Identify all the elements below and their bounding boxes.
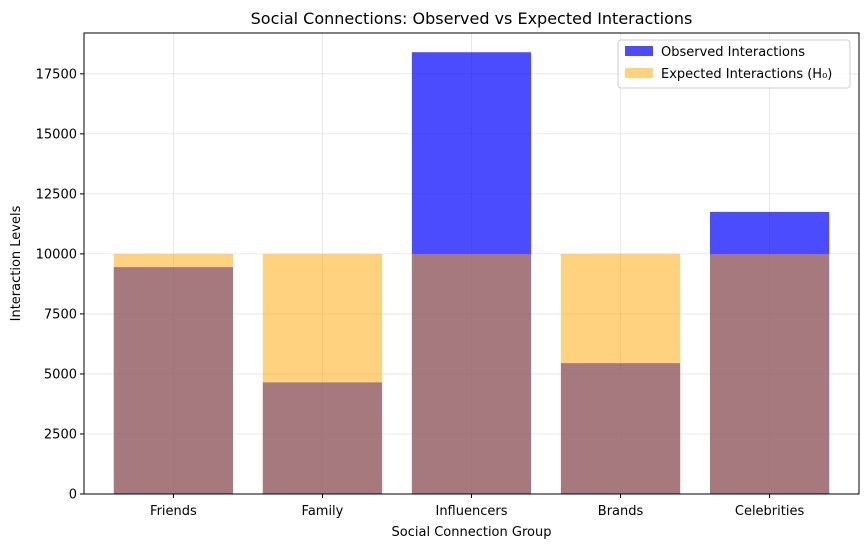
legend-label-expected: Expected Interactions (H₀) [661, 67, 832, 82]
x-tick-label: Friends [150, 504, 197, 519]
bar-expected-celebrities [709, 253, 830, 494]
legend-swatch-observed [625, 46, 653, 56]
x-tick-label: Brands [598, 504, 644, 519]
bar-expected-influencers [411, 253, 532, 494]
y-tick-label: 0 [69, 488, 77, 503]
y-tick-label: 15000 [36, 127, 77, 142]
y-tick-label: 5000 [44, 367, 77, 382]
legend-box [617, 39, 851, 89]
y-tick-label: 7500 [44, 307, 77, 322]
axis-ticks: 0 2500 5000 7500 10000 12500 15000 17500 Friends… [36, 67, 805, 519]
x-tick-label: Family [302, 504, 344, 519]
legend-label-observed: Observed Interactions [661, 45, 805, 60]
x-tick-label: Celebrities [735, 504, 805, 519]
y-tick-label: 12500 [36, 187, 77, 202]
y-tick-label: 10000 [36, 247, 77, 262]
bars [113, 52, 830, 494]
y-tick-label: 17500 [36, 67, 77, 82]
bar-expected-family [262, 253, 383, 494]
legend: Observed Interactions Expected Interacti… [617, 39, 851, 89]
bar-expected-brands [560, 253, 681, 494]
bar-expected-friends [113, 253, 234, 494]
chart-title: Social Connections: Observed vs Expected… [251, 9, 693, 28]
x-tick-label: Influencers [435, 504, 507, 519]
legend-swatch-expected [625, 68, 653, 78]
y-tick-label: 2500 [44, 427, 77, 442]
y-axis-title: Interaction Levels [9, 205, 24, 321]
x-axis-title: Social Connection Group [392, 525, 552, 540]
